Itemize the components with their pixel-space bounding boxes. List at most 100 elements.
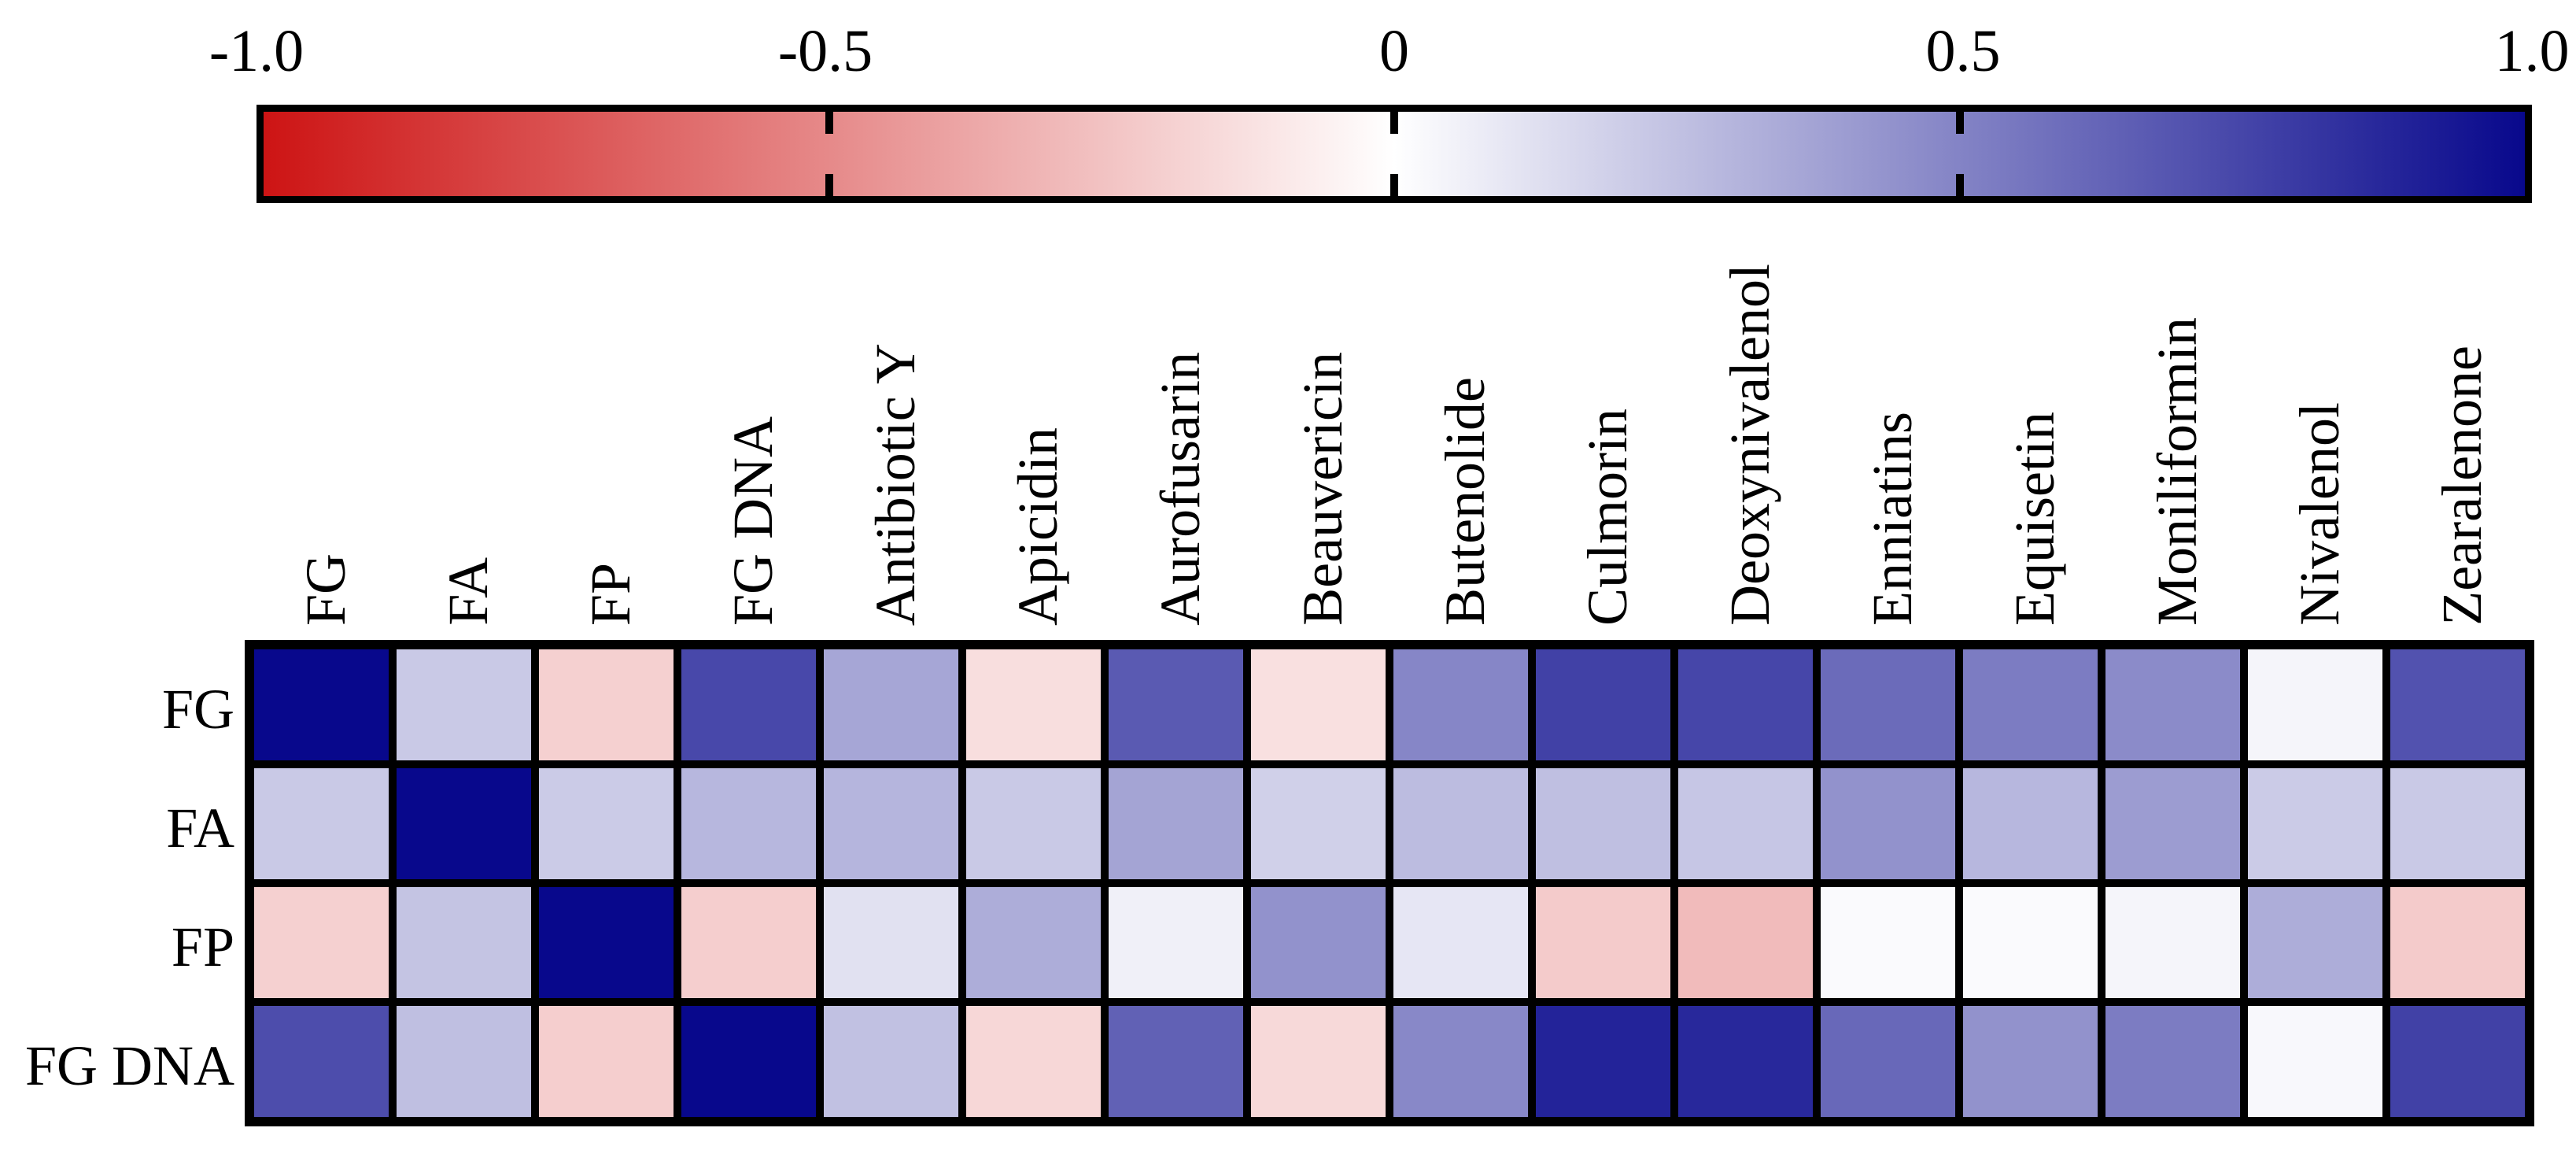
heatmap-cell-FG-Deoxynivalenol (1678, 649, 1813, 760)
heatmap-row-labels: FG FA FP FG DNA (8, 649, 234, 1125)
heatmap-cell-FP-Beauvericin (1251, 887, 1386, 998)
column-label-cell: Aurofusarin (1109, 179, 1251, 626)
column-label-cell: Zearalenone (2390, 179, 2533, 626)
heatmap-cell-FG DNA-Nivalenol (2248, 1006, 2382, 1117)
heatmap-cell-FG DNA-Moniliformin (2105, 1006, 2240, 1117)
heatmap-cell-FA-Aurofusarin (1109, 768, 1243, 879)
column-label-cell: Moniliformin (2105, 179, 2248, 626)
heatmap-cell-FG DNA-Culmorin (1536, 1006, 1670, 1117)
heatmap-cell-FG DNA-Deoxynivalenol (1678, 1006, 1813, 1117)
column-label-cell: Culmorin (1536, 179, 1678, 626)
heatmap-cell-FG DNA-FA (397, 1006, 531, 1117)
row-label: FP (171, 915, 234, 978)
column-label: Apicidin (1006, 427, 1069, 626)
heatmap-cell-FP-Apicidin (966, 887, 1101, 998)
colorbar-tick-label: -0.5 (777, 18, 873, 84)
heatmap-cell-FP-Culmorin (1536, 887, 1670, 998)
heatmap-cell-FA-Culmorin (1536, 768, 1670, 879)
heatmap-cell-FA-Nivalenol (2248, 768, 2382, 879)
colorbar-tick-mark (1390, 112, 1398, 134)
heatmap-cell-FG DNA-Equisetin (1963, 1006, 2098, 1117)
column-label-cell: FG DNA (681, 179, 824, 626)
column-label-cell: Beauvericin (1251, 179, 1393, 626)
heatmap-cell-FA-Deoxynivalenol (1678, 768, 1813, 879)
heatmap-cell-FG DNA-FP (539, 1006, 674, 1117)
heatmap-cell-FG DNA-Beauvericin (1251, 1006, 1386, 1117)
heatmap-cell-FG-Equisetin (1963, 649, 2098, 760)
heatmap-cell-FG-FA (397, 649, 531, 760)
column-label-cell: Enniatins (1821, 179, 1963, 626)
column-label: Enniatins (1860, 412, 1924, 626)
heatmap-cell-FA-Butenolide (1393, 768, 1528, 879)
column-label-cell: Equisetin (1963, 179, 2105, 626)
colorbar-tick-label: 0 (1379, 18, 1409, 84)
heatmap-cell-FG-Aurofusarin (1109, 649, 1243, 760)
heatmap-cell-FG DNA-Apicidin (966, 1006, 1101, 1117)
heatmap-cell-FP-Deoxynivalenol (1678, 887, 1813, 998)
heatmap-cell-FG DNA-Antibiotic Y (824, 1006, 958, 1117)
heatmap-cell-FA-Antibiotic Y (824, 768, 958, 879)
column-label: Zearalenone (2430, 346, 2493, 626)
row-label: FG DNA (24, 1034, 234, 1097)
heatmap-cell-FG DNA-Butenolide (1393, 1006, 1528, 1117)
heatmap-cell-FG-Butenolide (1393, 649, 1528, 760)
heatmap-cell-FG DNA-Zearalenone (2390, 1006, 2525, 1117)
heatmap-cell-FA-Equisetin (1963, 768, 2098, 879)
heatmap-cell-FG DNA-Aurofusarin (1109, 1006, 1243, 1117)
colorbar-tick-mark (825, 112, 833, 134)
column-label: Moniliformin (2145, 317, 2209, 626)
heatmap-cell-FG-Moniliformin (2105, 649, 2240, 760)
colorbar (256, 105, 2532, 203)
heatmap-cell-FP-Moniliformin (2105, 887, 2240, 998)
column-label: FP (578, 562, 642, 626)
colorbar-tick-mark (1390, 174, 1398, 196)
column-label: Deoxynivalenol (1718, 264, 1781, 626)
colorbar-tick-label: 0.5 (1925, 18, 2001, 84)
heatmap-cell-FG-FG DNA (681, 649, 816, 760)
heatmap-cell-FA-Moniliformin (2105, 768, 2240, 879)
colorbar-tick-mark (1955, 112, 1964, 134)
heatmap-cell-FP-Antibiotic Y (824, 887, 958, 998)
heatmap-cell-FP-Butenolide (1393, 887, 1528, 998)
heatmap-cell-FA-Apicidin (966, 768, 1101, 879)
column-label: Equisetin (2002, 412, 2066, 626)
column-label-cell: Deoxynivalenol (1678, 179, 1821, 626)
heatmap-column-labels: FG FA FP FG DNA Antibiotic Y Apicidin Aurofusa… (254, 179, 2533, 626)
column-label: Aurofusarin (1148, 352, 1212, 626)
heatmap-cell-FP-Zearalenone (2390, 887, 2525, 998)
heatmap-cell-FP-Equisetin (1963, 887, 2098, 998)
heatmap-cell-FA-Beauvericin (1251, 768, 1386, 879)
heatmap-cell-FG-Enniatins (1821, 649, 1955, 760)
heatmap-cell-FA-FG (254, 768, 389, 879)
heatmap-cell-FA-FG DNA (681, 768, 816, 879)
heatmap-cell-FA-FP (539, 768, 674, 879)
column-label: Butenolide (1433, 377, 1497, 626)
heatmap-cell-FP-FP (539, 887, 674, 998)
colorbar-tick-label: 1.0 (2494, 18, 2570, 84)
heatmap-grid (245, 640, 2534, 1126)
column-label-cell: Antibiotic Y (824, 179, 966, 626)
row-label: FA (166, 796, 234, 860)
colorbar-tick-label: -1.0 (209, 18, 304, 84)
heatmap-cell-FP-Enniatins (1821, 887, 1955, 998)
column-label: Antibiotic Y (863, 342, 927, 626)
column-label: Culmorin (1575, 408, 1639, 626)
heatmap-cell-FA-Zearalenone (2390, 768, 2525, 879)
column-label-cell: FA (397, 179, 539, 626)
column-label: Beauvericin (1290, 352, 1354, 626)
heatmap-cell-FP-Aurofusarin (1109, 887, 1243, 998)
heatmap-cell-FG DNA-FG DNA (681, 1006, 816, 1117)
heatmap-cell-FG-FG (254, 649, 389, 760)
column-label-cell: Butenolide (1393, 179, 1536, 626)
heatmap-cell-FA-FA (397, 768, 531, 879)
colorbar-tick-mark (1955, 174, 1964, 196)
heatmap-cell-FG-Antibiotic Y (824, 649, 958, 760)
column-label-cell: Nivalenol (2248, 179, 2390, 626)
column-label: FG DNA (721, 416, 784, 626)
row-label: FG (161, 677, 234, 741)
heatmap-cell-FG-Apicidin (966, 649, 1101, 760)
column-label-cell: FG (254, 179, 397, 626)
heatmap-cell-FA-Enniatins (1821, 768, 1955, 879)
column-label-cell: Apicidin (966, 179, 1109, 626)
heatmap-cell-FG-FP (539, 649, 674, 760)
